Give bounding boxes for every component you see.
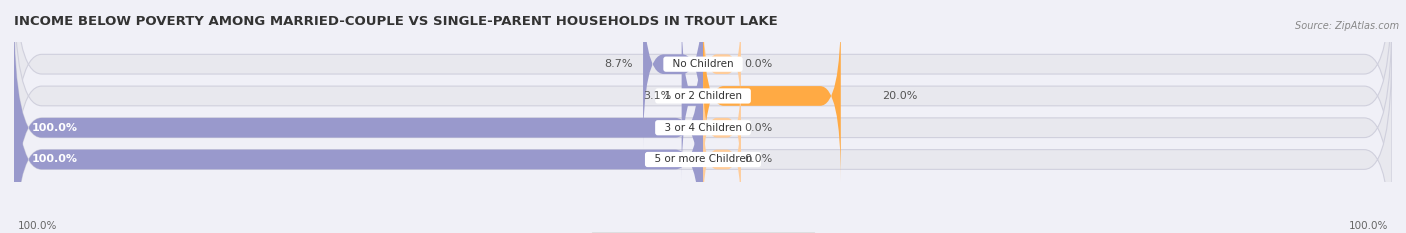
Text: 100.0%: 100.0% — [1348, 221, 1388, 231]
FancyBboxPatch shape — [703, 106, 741, 213]
FancyBboxPatch shape — [682, 10, 703, 182]
Text: 3 or 4 Children: 3 or 4 Children — [658, 123, 748, 133]
FancyBboxPatch shape — [14, 10, 703, 233]
Text: 5 or more Children: 5 or more Children — [648, 154, 758, 164]
Text: 100.0%: 100.0% — [31, 123, 77, 133]
FancyBboxPatch shape — [703, 10, 741, 118]
FancyBboxPatch shape — [14, 0, 1392, 213]
Text: 0.0%: 0.0% — [744, 154, 772, 164]
Text: 0.0%: 0.0% — [744, 59, 772, 69]
FancyBboxPatch shape — [14, 0, 1392, 182]
FancyBboxPatch shape — [643, 0, 703, 150]
Text: 8.7%: 8.7% — [605, 59, 633, 69]
Text: 100.0%: 100.0% — [31, 154, 77, 164]
Text: 3.1%: 3.1% — [643, 91, 671, 101]
FancyBboxPatch shape — [14, 42, 1392, 233]
Text: No Children: No Children — [666, 59, 740, 69]
Text: Source: ZipAtlas.com: Source: ZipAtlas.com — [1295, 21, 1399, 31]
Text: 1 or 2 Children: 1 or 2 Children — [658, 91, 748, 101]
Legend: Married Couples, Single Parents: Married Couples, Single Parents — [592, 232, 814, 233]
Text: 100.0%: 100.0% — [18, 221, 58, 231]
Text: 0.0%: 0.0% — [744, 123, 772, 133]
FancyBboxPatch shape — [703, 74, 741, 182]
FancyBboxPatch shape — [703, 10, 841, 182]
Text: 20.0%: 20.0% — [882, 91, 918, 101]
FancyBboxPatch shape — [14, 10, 1392, 233]
FancyBboxPatch shape — [14, 42, 703, 233]
Text: INCOME BELOW POVERTY AMONG MARRIED-COUPLE VS SINGLE-PARENT HOUSEHOLDS IN TROUT L: INCOME BELOW POVERTY AMONG MARRIED-COUPL… — [14, 15, 778, 28]
